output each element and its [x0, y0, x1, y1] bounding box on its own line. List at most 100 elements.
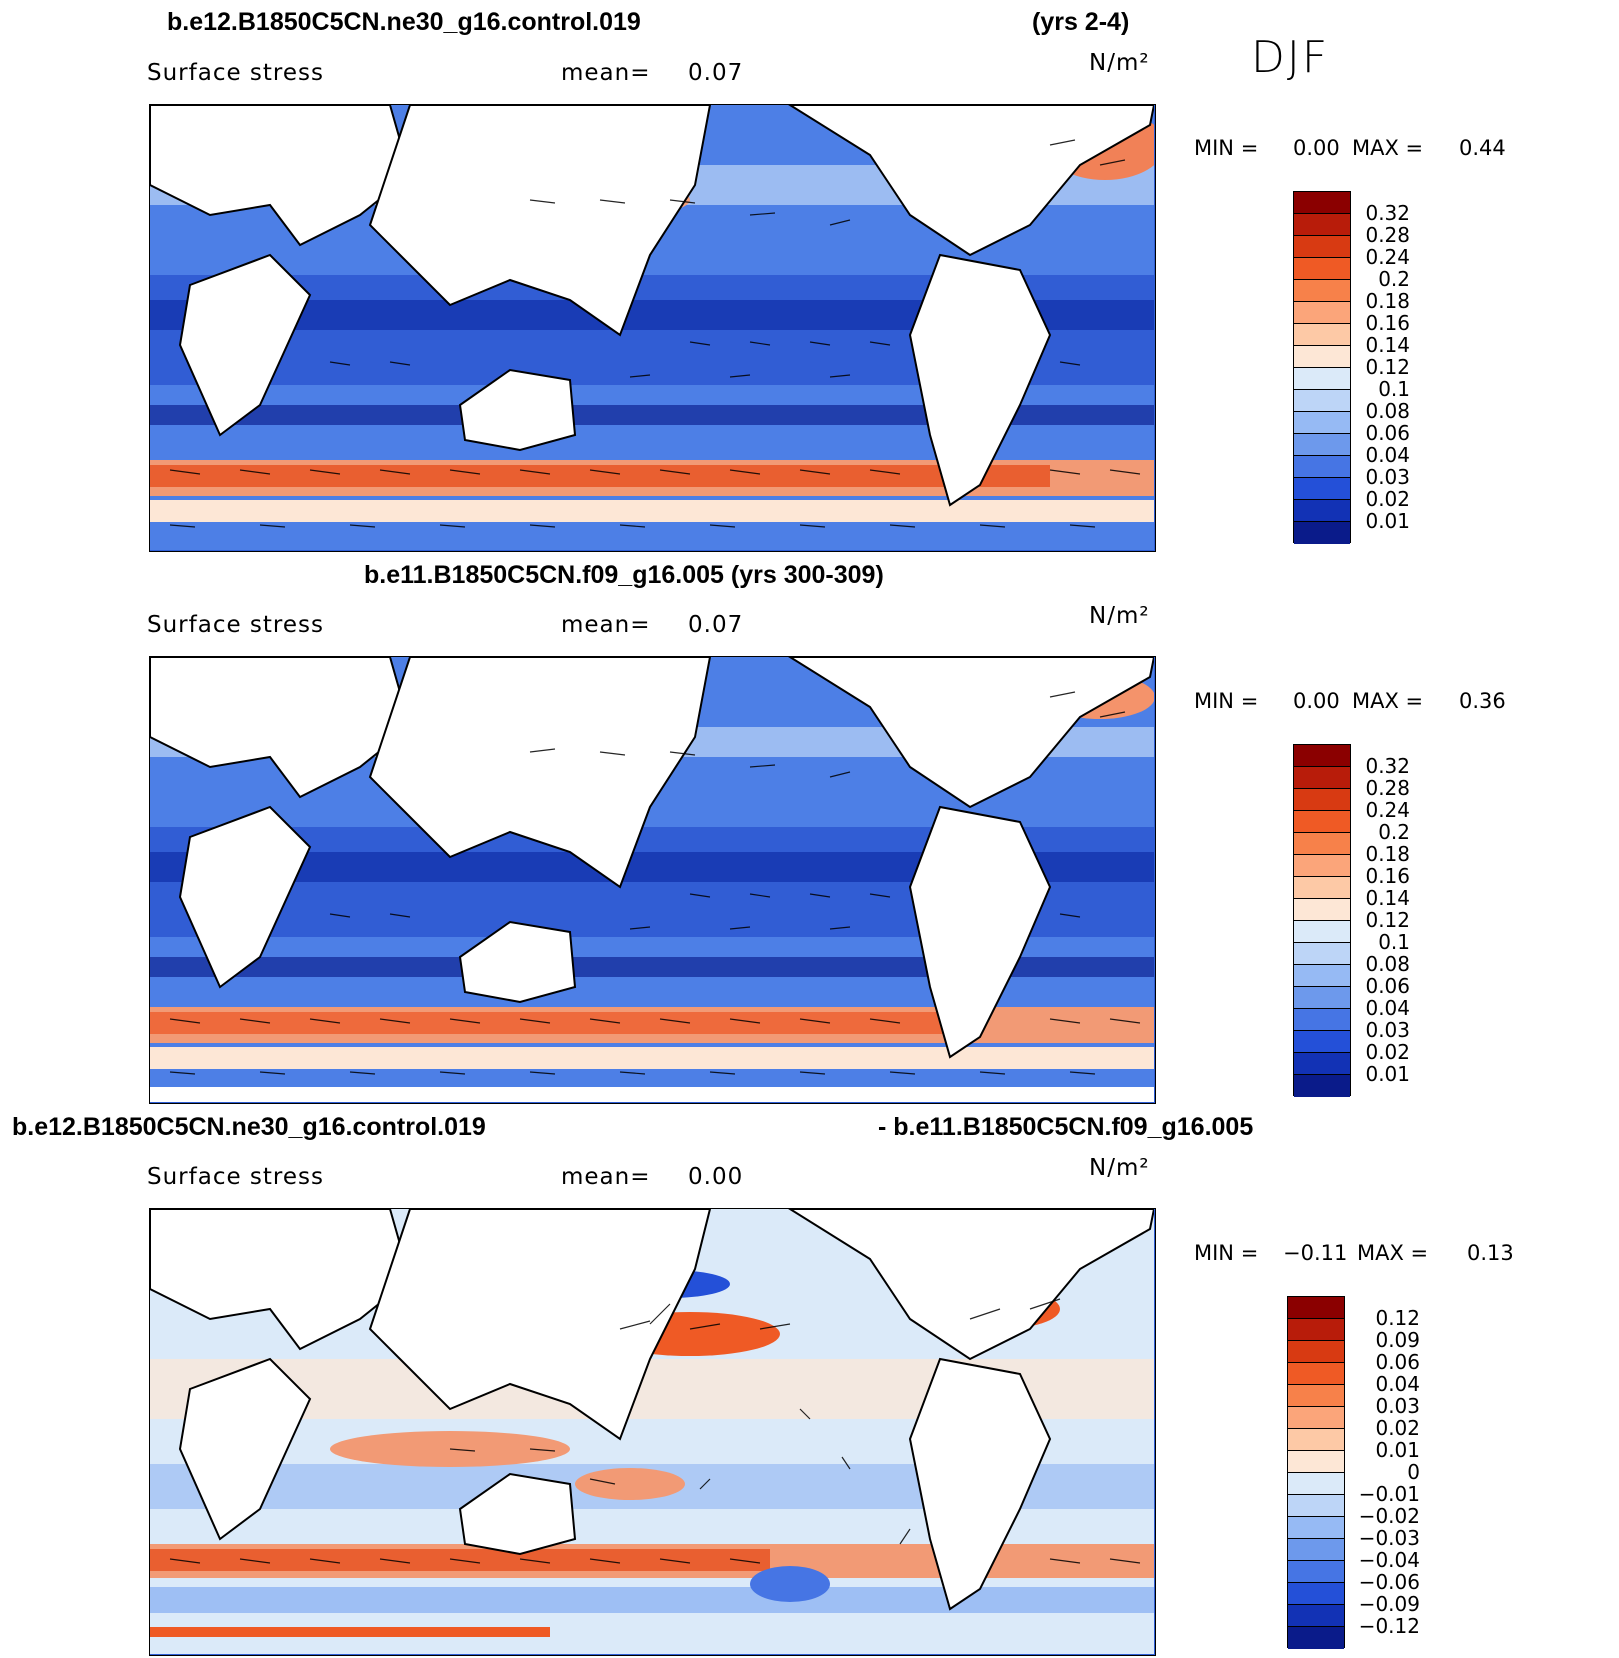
colorbar-swatch — [1294, 1009, 1350, 1031]
colorbar-swatch — [1294, 1031, 1350, 1053]
colorbar-tick-label: 0.12 — [1375, 1306, 1420, 1330]
colorbar-swatch — [1288, 1429, 1344, 1451]
panel1-variable-label: Surface stress — [147, 60, 324, 86]
panel1-title-right: (yrs 2-4) — [1032, 8, 1130, 36]
colorbar-swatch — [1294, 899, 1350, 921]
colorbar-tick-label: 0.14 — [1365, 886, 1410, 910]
colorbar-tick-label: 0.16 — [1365, 311, 1410, 335]
colorbar-tick-label: 0.2 — [1378, 267, 1410, 291]
panel2-units: N/m² — [1089, 603, 1150, 629]
colorbar-swatch — [1294, 965, 1350, 987]
colorbar-swatch — [1294, 434, 1350, 456]
panel3-map — [149, 1208, 1156, 1656]
colorbar-tick-label: 0.32 — [1365, 754, 1410, 778]
panel2-mean-label: mean= — [561, 612, 651, 638]
colorbar-swatch — [1294, 346, 1350, 368]
colorbar-tick-label: 0.06 — [1365, 421, 1410, 445]
panel3-min-label: MIN = — [1194, 1241, 1259, 1265]
colorbar-swatch — [1294, 368, 1350, 390]
panel1-map-canvas — [150, 105, 1154, 550]
colorbar-swatch — [1294, 456, 1350, 478]
colorbar-swatch — [1294, 192, 1350, 214]
panel3-units: N/m² — [1089, 1155, 1150, 1181]
colorbar-tick-label: 0.18 — [1365, 289, 1410, 313]
colorbar-tick-label: 0.18 — [1365, 842, 1410, 866]
colorbar-swatch — [1288, 1319, 1344, 1341]
colorbar-swatch — [1294, 280, 1350, 302]
panel2-min-label: MIN = — [1194, 689, 1259, 713]
panel3-max-value: 0.13 — [1467, 1241, 1514, 1265]
colorbar-swatch — [1288, 1583, 1344, 1605]
colorbar-swatch — [1294, 877, 1350, 899]
colorbar-swatch — [1294, 412, 1350, 434]
panel3-mean-label: mean= — [561, 1164, 651, 1190]
colorbar-tick-label: 0.01 — [1375, 1438, 1420, 1462]
colorbar-swatch — [1294, 789, 1350, 811]
panel3-map-canvas — [150, 1209, 1154, 1654]
panel2-colorbar — [1293, 744, 1351, 1097]
colorbar-tick-label: −0.02 — [1358, 1504, 1420, 1528]
colorbar-swatch — [1294, 921, 1350, 943]
colorbar-swatch — [1288, 1385, 1344, 1407]
colorbar-swatch — [1294, 478, 1350, 500]
colorbar-tick-label: −0.12 — [1358, 1614, 1420, 1638]
colorbar-tick-label: −0.04 — [1358, 1548, 1420, 1572]
colorbar-swatch — [1294, 236, 1350, 258]
panel3-min-value: −0.11 — [1283, 1241, 1348, 1265]
panel1-max-label: MAX = — [1352, 136, 1424, 160]
panel2-min-value: 0.00 — [1293, 689, 1340, 713]
colorbar-tick-label: 0.03 — [1375, 1394, 1420, 1418]
colorbar-tick-label: 0.24 — [1365, 798, 1410, 822]
panel1-min-value: 0.00 — [1293, 136, 1340, 160]
panel3-colorbar — [1287, 1296, 1345, 1649]
colorbar-tick-label: 0.14 — [1365, 333, 1410, 357]
colorbar-swatch — [1288, 1363, 1344, 1385]
panel1-colorbar-ticks: 0.32 0.28 0.24 0.2 0.18 0.16 0.14 0.12 0.1 0.08 0.… — [1360, 191, 1410, 543]
colorbar-tick-label: 0.03 — [1365, 465, 1410, 489]
panel3-colorbar-ticks: 0.12 0.09 0.06 0.04 0.03 0.02 0.01 0 −0.01 −0.02−… — [1358, 1296, 1420, 1648]
colorbar-swatch — [1294, 214, 1350, 236]
colorbar-swatch — [1288, 1517, 1344, 1539]
panel2-max-label: MAX = — [1352, 689, 1424, 713]
colorbar-swatch — [1288, 1605, 1344, 1627]
panel2-map — [149, 656, 1156, 1104]
colorbar-swatch — [1294, 767, 1350, 789]
panel3-mean-value: 0.00 — [688, 1164, 744, 1190]
colorbar-swatch — [1294, 390, 1350, 412]
colorbar-swatch — [1294, 324, 1350, 346]
panel3-max-label: MAX = — [1357, 1241, 1429, 1265]
panel1-mean-value: 0.07 — [688, 60, 744, 86]
colorbar-swatch — [1288, 1539, 1344, 1561]
colorbar-tick-label: 0.08 — [1365, 952, 1410, 976]
colorbar-swatch — [1288, 1495, 1344, 1517]
colorbar-swatch — [1294, 302, 1350, 324]
panel2-title: b.e11.B1850C5CN.f09_g16.005 (yrs 300-309… — [364, 561, 884, 589]
colorbar-tick-label: 0.02 — [1365, 1040, 1410, 1064]
colorbar-tick-label: 0.2 — [1378, 820, 1410, 844]
colorbar-tick-label: 0.16 — [1365, 864, 1410, 888]
colorbar-swatch — [1294, 1075, 1350, 1097]
colorbar-swatch — [1294, 500, 1350, 522]
panel2-variable-label: Surface stress — [147, 612, 324, 638]
colorbar-tick-label: 0.03 — [1365, 1018, 1410, 1042]
colorbar-tick-label: 0.32 — [1365, 201, 1410, 225]
colorbar-tick-label: 0.28 — [1365, 776, 1410, 800]
colorbar-swatch — [1294, 522, 1350, 544]
panel1-units: N/m² — [1089, 50, 1150, 76]
colorbar-tick-label: −0.03 — [1358, 1526, 1420, 1550]
colorbar-swatch — [1288, 1561, 1344, 1583]
panel1-min-label: MIN = — [1194, 136, 1259, 160]
colorbar-tick-label: 0.01 — [1365, 509, 1410, 533]
colorbar-tick-label: 0.24 — [1365, 245, 1410, 269]
panel1-mean-label: mean= — [561, 60, 651, 86]
panel2-colorbar-ticks: 0.32 0.28 0.24 0.2 0.18 0.16 0.14 0.12 0.1 0.08 0.… — [1360, 744, 1410, 1096]
panel2-map-canvas — [150, 657, 1154, 1102]
panel3-variable-label: Surface stress — [147, 1164, 324, 1190]
panel1-colorbar — [1293, 191, 1351, 544]
season-label: DJF — [1251, 32, 1330, 83]
colorbar-tick-label: 0.12 — [1365, 908, 1410, 932]
colorbar-tick-label: −0.09 — [1358, 1592, 1420, 1616]
colorbar-tick-label: −0.01 — [1358, 1482, 1420, 1506]
panel2-mean-value: 0.07 — [688, 612, 744, 638]
panel1-title-left: b.e12.B1850C5CN.ne30_g16.control.019 — [167, 8, 641, 36]
